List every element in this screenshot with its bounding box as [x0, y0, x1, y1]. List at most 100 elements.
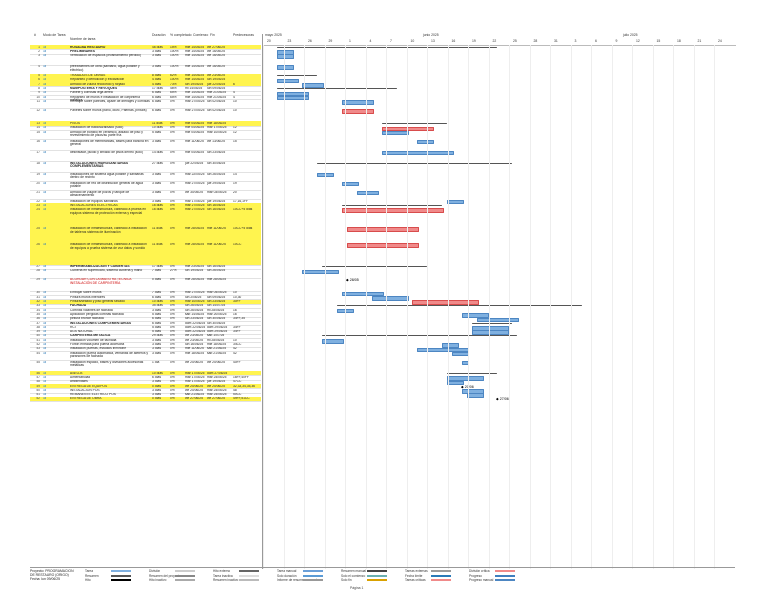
task-id[interactable]: 52	[30, 397, 40, 402]
task-predecessors[interactable]: 42	[233, 351, 237, 355]
task-bar[interactable]	[342, 181, 359, 187]
task-start[interactable]: vie 27/06/25	[185, 397, 218, 402]
task-predecessors[interactable]: 47CC	[233, 380, 242, 384]
summary-bar[interactable]	[277, 88, 397, 89]
task-duration[interactable]: 5 días	[152, 330, 161, 334]
task-id[interactable]: 30	[36, 291, 40, 295]
task-name[interactable]: CARPINTERÍA METÁLICA	[70, 334, 111, 338]
task-name[interactable]: TRABAJOS DE OBRAS	[70, 74, 150, 78]
task-name[interactable]: ambientales	[70, 380, 88, 384]
task-id[interactable]: 8	[38, 87, 40, 91]
task-start[interactable]: mar 27/05/25	[185, 203, 218, 208]
task-bar[interactable]	[382, 150, 454, 156]
task-duration[interactable]: 6 días	[152, 321, 161, 325]
task-percent[interactable]: 0%	[170, 278, 175, 282]
task-name[interactable]: Instalación de red de distribución gener…	[70, 181, 143, 189]
task-percent[interactable]: 46%	[170, 87, 177, 91]
task-start[interactable]: mar 17/06/25	[185, 380, 205, 384]
task-percent[interactable]: 73%	[170, 82, 183, 87]
task-id[interactable]: 44	[36, 351, 40, 355]
task-id[interactable]: 3	[38, 54, 40, 58]
task-duration[interactable]: 7 días	[152, 269, 161, 273]
task-name[interactable]: Fontín entrada para puerta accesoria	[70, 343, 125, 347]
task-percent[interactable]: 0%	[170, 393, 175, 397]
task-bar[interactable]	[462, 389, 484, 394]
task-percent[interactable]: 65%	[170, 91, 177, 95]
task-finish[interactable]: mié 21/05/25	[207, 95, 227, 99]
task-finish[interactable]: lun 16/06/25	[207, 203, 229, 208]
task-duration[interactable]: 3 días	[152, 199, 161, 203]
task-start[interactable]: mié 14/05/25	[185, 95, 205, 99]
summary-bar[interactable]	[382, 122, 447, 124]
task-predecessors[interactable]: 4	[233, 91, 235, 95]
task-duration[interactable]: 3 días	[152, 343, 161, 347]
task-duration[interactable]: 3 días	[152, 380, 161, 384]
task-id[interactable]: 14	[36, 126, 40, 130]
task-finish[interactable]: vie 16/05/25	[207, 54, 225, 58]
task-start[interactable]: sáb 14/05/25	[185, 312, 205, 316]
summary-bar[interactable]	[322, 335, 517, 337]
task-finish[interactable]: vie 20/06/25	[207, 384, 229, 389]
task-start[interactable]: vie 23/05/25	[185, 334, 203, 338]
task-start[interactable]: mar 17/06/25	[185, 199, 205, 203]
task-finish[interactable]: vie 23/05/25	[207, 74, 229, 78]
task-duration[interactable]: 3 días	[152, 139, 161, 143]
task-name[interactable]: pintura bronce fachada	[70, 317, 104, 321]
task-finish[interactable]: mar 24/06/25	[207, 393, 227, 397]
milestone-marker[interactable]: ◆ 20/06	[461, 384, 474, 389]
task-percent[interactable]: 0%	[170, 139, 175, 143]
task-duration[interactable]: 3 días	[152, 338, 161, 342]
task-finish[interactable]: dom 29/06/25	[207, 325, 228, 329]
task-duration[interactable]: 17 días	[152, 87, 163, 91]
task-finish[interactable]: lun 30/06/25	[207, 321, 226, 325]
task-name[interactable]: INSTALACIONES HIDROSANITARIAS COMPLEMENT…	[70, 161, 129, 169]
table-row[interactable]: 24 ⇉ Instalación de infraestructura, cable…	[30, 207, 261, 228]
task-bar[interactable]	[357, 190, 379, 196]
task-percent[interactable]: 0%	[170, 384, 183, 389]
task-start[interactable]: lun 19/05/25	[185, 82, 218, 87]
task-finish[interactable]: lun 16/06/25	[207, 265, 226, 269]
table-row[interactable]: 1 ⇉ ROSALBA RESTAURO 46 días 15% mié 14/05/25…	[30, 45, 261, 51]
task-start[interactable]: mié 14/05/25	[185, 54, 205, 58]
task-duration[interactable]: 3 días	[152, 351, 161, 355]
task-predecessors[interactable]: 10,30	[233, 295, 242, 299]
task-finish[interactable]: vie 13/06/25	[207, 139, 225, 143]
table-row[interactable]: 42 ⇉ Fontín entrada para puerta accesoria 3…	[30, 343, 261, 348]
task-duration[interactable]: 3 días	[152, 388, 161, 392]
task-id[interactable]: 13	[30, 121, 40, 126]
task-percent[interactable]: 0%	[170, 371, 183, 376]
task-id[interactable]: 11	[36, 99, 40, 103]
task-bar[interactable]	[382, 130, 409, 136]
critical-task-bar[interactable]	[382, 126, 434, 132]
task-name[interactable]: PRELIMINARES	[70, 49, 95, 53]
table-row[interactable]: 7 ⇉ Armado de zuuna recolorido y forjado 4 …	[30, 82, 261, 88]
task-duration[interactable]: 35 días	[152, 304, 163, 308]
task-start[interactable]: mar 17/06/25	[185, 375, 205, 379]
table-row[interactable]: 30 ⇉ Embojar sobre muros 7 días 0% mar 27/05/…	[30, 291, 261, 297]
task-percent[interactable]: 0%	[170, 343, 175, 347]
table-row[interactable]: 18 ⇉ INSTALACIONES HIDROSANITARIAS COMPLEM…	[30, 161, 261, 173]
task-start[interactable]: mar 27/05/25	[185, 208, 218, 212]
task-finish[interactable]: vie 27/06/25	[207, 45, 229, 50]
task-percent[interactable]: 0%	[170, 317, 175, 321]
table-row[interactable]: 36 ⇉ pintura bronce fachada 6 días 0% lun 23/…	[30, 317, 261, 322]
task-percent[interactable]: 0%	[170, 375, 175, 379]
task-name[interactable]: preexistentes de obra (sanitario, agua p…	[70, 65, 140, 72]
task-percent[interactable]: 0%	[170, 243, 183, 247]
col-header-end[interactable]: Fin	[210, 33, 215, 37]
task-percent[interactable]: 0%	[170, 321, 175, 325]
task-name[interactable]: ACORDAR CON LA MAESTRA TÉCNICA INSTALACI…	[70, 278, 132, 286]
task-finish[interactable]: mar 24/06/25	[207, 388, 227, 392]
table-row[interactable]: 34 ⇉ Cortinas volantes de fachada 3 días 0% l…	[30, 308, 261, 314]
summary-bar[interactable]	[277, 46, 497, 48]
task-start[interactable]: mié 04/06/25	[185, 150, 205, 154]
task-name[interactable]: MAMPOSTERIA Y REVOQUES	[70, 87, 118, 91]
task-duration[interactable]: 6 días	[152, 317, 161, 321]
task-start[interactable]: dom 22/06/25	[185, 325, 206, 329]
table-row[interactable]: 43 ⇉ Instalación puertas, estudios inmirio…	[30, 347, 261, 353]
col-header-num[interactable]: #	[34, 33, 36, 37]
task-finish[interactable]: lun 02/06/25	[207, 108, 226, 112]
task-duration[interactable]: 27 días	[152, 161, 163, 165]
task-duration[interactable]: 29 días	[152, 334, 163, 338]
task-id[interactable]: 47	[36, 375, 40, 379]
